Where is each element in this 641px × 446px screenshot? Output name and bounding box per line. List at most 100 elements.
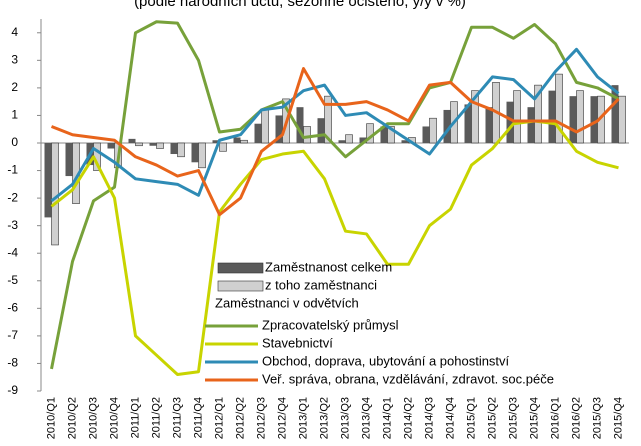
y-tick-label: -2 (7, 190, 18, 204)
bar (107, 143, 115, 149)
bar (51, 142, 59, 246)
x-tick-label: 2011/Q2 (150, 397, 162, 438)
bar (443, 109, 451, 143)
line (50, 20, 620, 370)
x-tick-label: 2016/Q2 (570, 397, 582, 439)
bar (464, 104, 472, 143)
x-tick-label: 2015/Q3 (591, 397, 603, 439)
y-tick-label: -8 (7, 356, 18, 370)
y-tick-label: -5 (7, 273, 18, 287)
x-tick-label: 2013/Q4 (360, 397, 372, 439)
bar (170, 143, 178, 155)
legend-label: Zaměstnanost celkem (265, 259, 392, 274)
bar (191, 143, 199, 163)
bar (149, 143, 157, 146)
bar (422, 126, 430, 143)
bar (296, 107, 304, 143)
bar (569, 96, 577, 143)
bar (303, 126, 311, 144)
bar (233, 137, 241, 143)
x-tick-label: 2015/Q1 (465, 397, 477, 439)
y-tick-label: -7 (7, 328, 18, 342)
chart-title: (podle národních účtů, sezónně očištěno,… (134, 0, 466, 10)
bar (135, 142, 143, 147)
legend-label: z toho zaměstnanci (265, 277, 377, 292)
bar (324, 95, 332, 144)
bar (254, 123, 262, 143)
x-tick-label: 2015/Q4 (612, 397, 624, 439)
x-tick-label: 2016/Q1 (549, 397, 561, 439)
bar (345, 134, 353, 144)
y-tick-label: -4 (7, 245, 18, 259)
bar (128, 138, 136, 143)
bar (555, 73, 563, 144)
x-tick-label: 2014/Q1 (381, 397, 393, 439)
x-tick-label: 2014/Q2 (402, 397, 414, 439)
legend-label: Veř. správa, obrana, vzdělávání, zdravot… (262, 371, 554, 386)
legend-title: Zaměstnanci v odvětvích (215, 295, 359, 310)
bar (177, 142, 185, 158)
bar (387, 126, 395, 144)
x-tick-label: 2011/Q3 (171, 397, 183, 438)
bar (380, 126, 388, 143)
line (50, 47, 620, 203)
bar (429, 117, 437, 144)
bar (534, 84, 542, 144)
x-tick-label: 2013/Q2 (318, 397, 330, 439)
bar (611, 85, 619, 143)
bar (590, 96, 598, 143)
legend-label: Zpracovatelský průmysl (262, 317, 399, 332)
x-tick-label: 2012/Q3 (255, 397, 267, 439)
x-tick-label: 2012/Q1 (213, 397, 225, 439)
bar (240, 139, 248, 144)
x-tick-label: 2015/Q2 (486, 397, 498, 439)
x-tick-label: 2010/Q1 (45, 397, 57, 439)
bar (198, 142, 206, 169)
bar (65, 143, 73, 177)
y-tick-label: -1 (7, 163, 18, 177)
y-tick-label: -3 (7, 218, 18, 232)
y-tick-label: 2 (11, 80, 18, 94)
x-tick-label: 2010/Q4 (108, 397, 120, 439)
x-tick-label: 2011/Q4 (192, 397, 204, 438)
bar (359, 137, 367, 143)
bar (261, 109, 269, 144)
legend-swatch (217, 262, 264, 274)
bar (338, 140, 346, 143)
bar (527, 107, 535, 143)
x-tick-label: 2014/Q3 (423, 397, 435, 439)
legend-swatch (217, 280, 264, 292)
y-tick-label: -9 (7, 383, 18, 397)
y-tick-label: 0 (11, 135, 18, 149)
y-tick-label: -6 (7, 301, 18, 315)
bar (219, 142, 227, 152)
bar (471, 90, 479, 144)
x-tick-label: 2015/Q4 (528, 397, 540, 439)
bar (317, 118, 325, 143)
bar (485, 107, 493, 143)
bar (156, 142, 164, 149)
bar (275, 115, 283, 143)
bar (506, 101, 514, 143)
legend-label: Obchod, doprava, ubytování a pohostinstv… (262, 353, 510, 368)
x-tick-label: 2012/Q4 (276, 397, 288, 439)
x-tick-label: 2010/Q3 (87, 397, 99, 439)
x-tick-label: 2013/Q1 (297, 397, 309, 439)
bar (618, 95, 626, 144)
x-tick-label: 2013/Q3 (339, 397, 351, 439)
bar (401, 140, 409, 143)
y-tick-label: 4 (11, 25, 18, 39)
x-tick-label: 2012/Q2 (234, 397, 246, 439)
y-tick-label: 3 (11, 53, 18, 67)
x-tick-label: 2015/Q3 (507, 397, 519, 439)
x-tick-label: 2010/Q2 (66, 397, 78, 439)
line (50, 67, 620, 217)
line (50, 119, 619, 376)
bar (576, 90, 584, 144)
bar (212, 140, 220, 143)
legend-label: Stavebnictví (262, 335, 333, 350)
bar (513, 90, 521, 144)
x-tick-label: 2011/Q1 (129, 397, 141, 438)
y-tick-label: 1 (11, 108, 18, 122)
